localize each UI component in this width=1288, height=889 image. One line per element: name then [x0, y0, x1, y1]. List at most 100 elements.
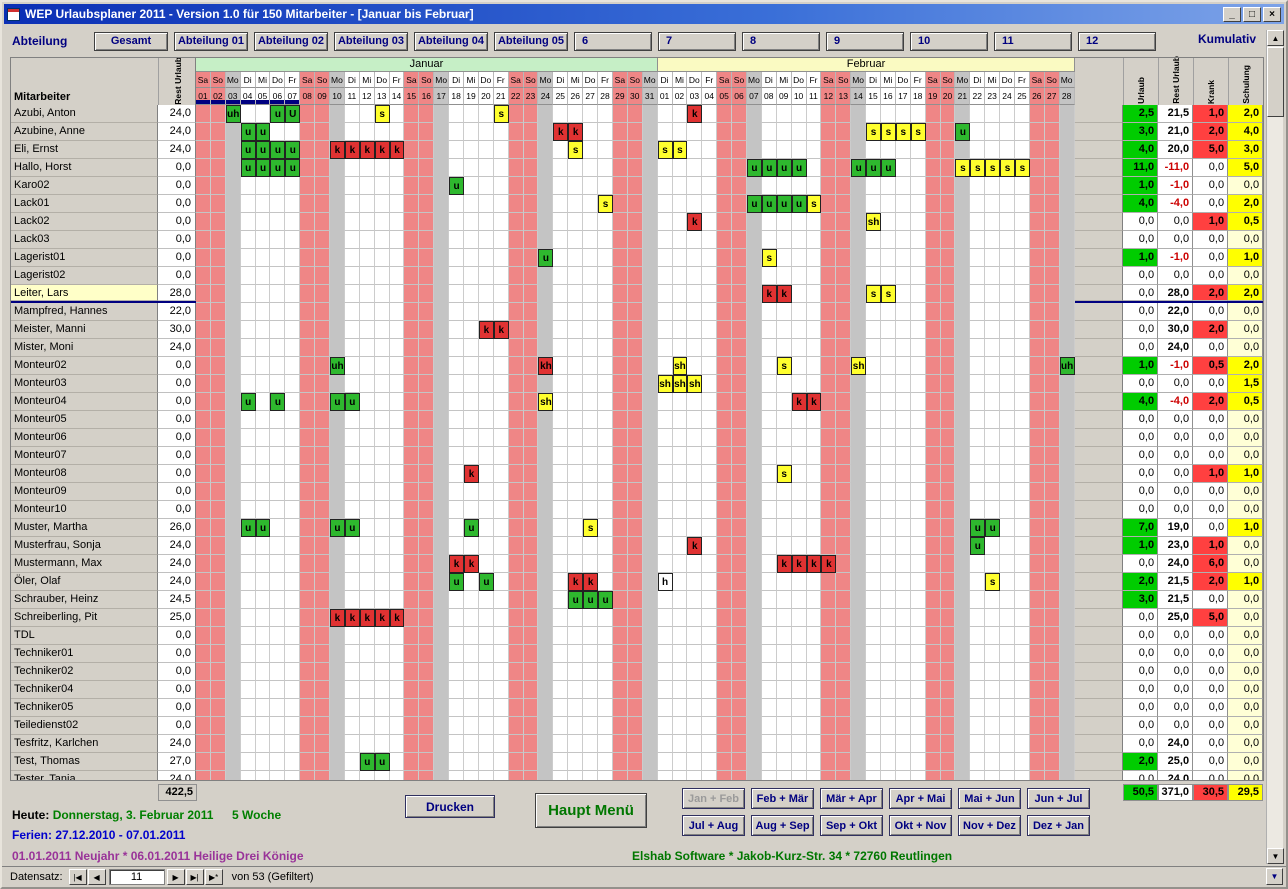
- day-cell[interactable]: [210, 393, 226, 411]
- day-cell[interactable]: [523, 159, 539, 177]
- day-cell[interactable]: [553, 177, 569, 195]
- day-cell[interactable]: [925, 393, 941, 411]
- day-cell[interactable]: [374, 303, 390, 321]
- day-cell[interactable]: [493, 357, 509, 375]
- mark-cell-k[interactable]: k: [806, 555, 822, 573]
- day-cell[interactable]: [508, 393, 524, 411]
- day-cell[interactable]: [806, 429, 822, 447]
- day-cell[interactable]: [270, 267, 286, 285]
- day-cell[interactable]: [330, 627, 345, 645]
- day-cell[interactable]: [404, 483, 420, 501]
- day-cell[interactable]: [1029, 483, 1045, 501]
- day-cell[interactable]: [449, 357, 465, 375]
- day-cell[interactable]: [880, 771, 896, 781]
- day-cell[interactable]: [970, 249, 986, 267]
- day-cell[interactable]: [746, 141, 762, 159]
- day-cell[interactable]: [523, 267, 539, 285]
- day-cell[interactable]: [285, 249, 301, 267]
- day-cell[interactable]: [940, 519, 956, 537]
- day-cell[interactable]: [910, 645, 926, 663]
- day-cell[interactable]: [761, 645, 777, 663]
- mark-cell-u[interactable]: u: [359, 753, 375, 771]
- day-cell[interactable]: [851, 609, 867, 627]
- day-cell[interactable]: [612, 267, 628, 285]
- mark-cell-u[interactable]: u: [270, 159, 286, 177]
- day-cell[interactable]: [955, 483, 971, 501]
- day-cell[interactable]: [672, 717, 688, 735]
- day-cell[interactable]: [836, 735, 852, 753]
- day-cell[interactable]: [1044, 681, 1060, 699]
- day-cell[interactable]: [285, 645, 301, 663]
- day-cell[interactable]: [672, 735, 688, 753]
- day-cell[interactable]: [851, 717, 867, 735]
- day-cell[interactable]: [568, 267, 584, 285]
- day-cell[interactable]: [270, 231, 286, 249]
- day-cell[interactable]: [196, 537, 211, 555]
- day-cell[interactable]: [553, 375, 569, 393]
- day-cell[interactable]: [449, 627, 465, 645]
- day-cell[interactable]: [955, 717, 971, 735]
- day-cell[interactable]: [508, 447, 524, 465]
- day-cell[interactable]: [612, 645, 628, 663]
- day-cell[interactable]: [210, 141, 226, 159]
- day-cell[interactable]: [240, 717, 256, 735]
- day-cell[interactable]: [449, 609, 465, 627]
- day-cell[interactable]: [642, 285, 658, 303]
- day-cell[interactable]: [1044, 195, 1060, 213]
- day-cell[interactable]: [523, 321, 539, 339]
- day-cell[interactable]: [687, 411, 703, 429]
- day-cell[interactable]: [717, 375, 733, 393]
- day-cell[interactable]: [240, 465, 256, 483]
- day-cell[interactable]: [419, 285, 435, 303]
- day-cell[interactable]: [910, 411, 926, 429]
- day-cell[interactable]: [717, 231, 733, 249]
- day-cell[interactable]: [1029, 339, 1045, 357]
- day-cell[interactable]: [806, 591, 822, 609]
- day-cell[interactable]: [255, 591, 271, 609]
- day-cell[interactable]: [985, 195, 1001, 213]
- day-cell[interactable]: [374, 411, 390, 429]
- mark-cell-s[interactable]: s: [806, 195, 822, 213]
- day-cell[interactable]: [821, 681, 837, 699]
- day-cell[interactable]: [389, 735, 405, 753]
- day-cell[interactable]: [538, 465, 554, 483]
- day-cell[interactable]: [791, 519, 807, 537]
- mark-cell-s[interactable]: s: [568, 141, 584, 159]
- day-cell[interactable]: [702, 411, 718, 429]
- day-cell[interactable]: [940, 267, 956, 285]
- day-cell[interactable]: [196, 357, 211, 375]
- day-cell[interactable]: [925, 123, 941, 141]
- day-cell[interactable]: [315, 483, 331, 501]
- day-cell[interactable]: [300, 339, 316, 357]
- day-cell[interactable]: [583, 465, 599, 483]
- day-cell[interactable]: [732, 303, 747, 321]
- mark-cell-u[interactable]: u: [568, 591, 584, 609]
- day-cell[interactable]: [1059, 735, 1075, 753]
- day-cell[interactable]: [389, 339, 405, 357]
- day-cell[interactable]: [925, 537, 941, 555]
- day-cell[interactable]: [717, 213, 733, 231]
- day-cell[interactable]: [672, 231, 688, 249]
- day-cell[interactable]: [985, 645, 1001, 663]
- day-cell[interactable]: [285, 375, 301, 393]
- day-cell[interactable]: [270, 537, 286, 555]
- day-cell[interactable]: [1029, 123, 1045, 141]
- day-cell[interactable]: [553, 321, 569, 339]
- day-cell[interactable]: [657, 753, 673, 771]
- day-cell[interactable]: [419, 159, 435, 177]
- day-cell[interactable]: [702, 555, 718, 573]
- day-cell[interactable]: [493, 375, 509, 393]
- day-cell[interactable]: [1029, 429, 1045, 447]
- day-cell[interactable]: [374, 717, 390, 735]
- day-cell[interactable]: [880, 321, 896, 339]
- day-cell[interactable]: [732, 645, 747, 663]
- day-cell[interactable]: [776, 627, 792, 645]
- mark-cell-u[interactable]: u: [270, 393, 286, 411]
- day-cell[interactable]: [717, 285, 733, 303]
- day-cell[interactable]: [225, 375, 241, 393]
- day-cell[interactable]: [910, 195, 926, 213]
- day-cell[interactable]: [970, 411, 986, 429]
- day-cell[interactable]: [687, 249, 703, 267]
- day-cell[interactable]: [389, 105, 405, 123]
- day-cell[interactable]: [717, 303, 733, 321]
